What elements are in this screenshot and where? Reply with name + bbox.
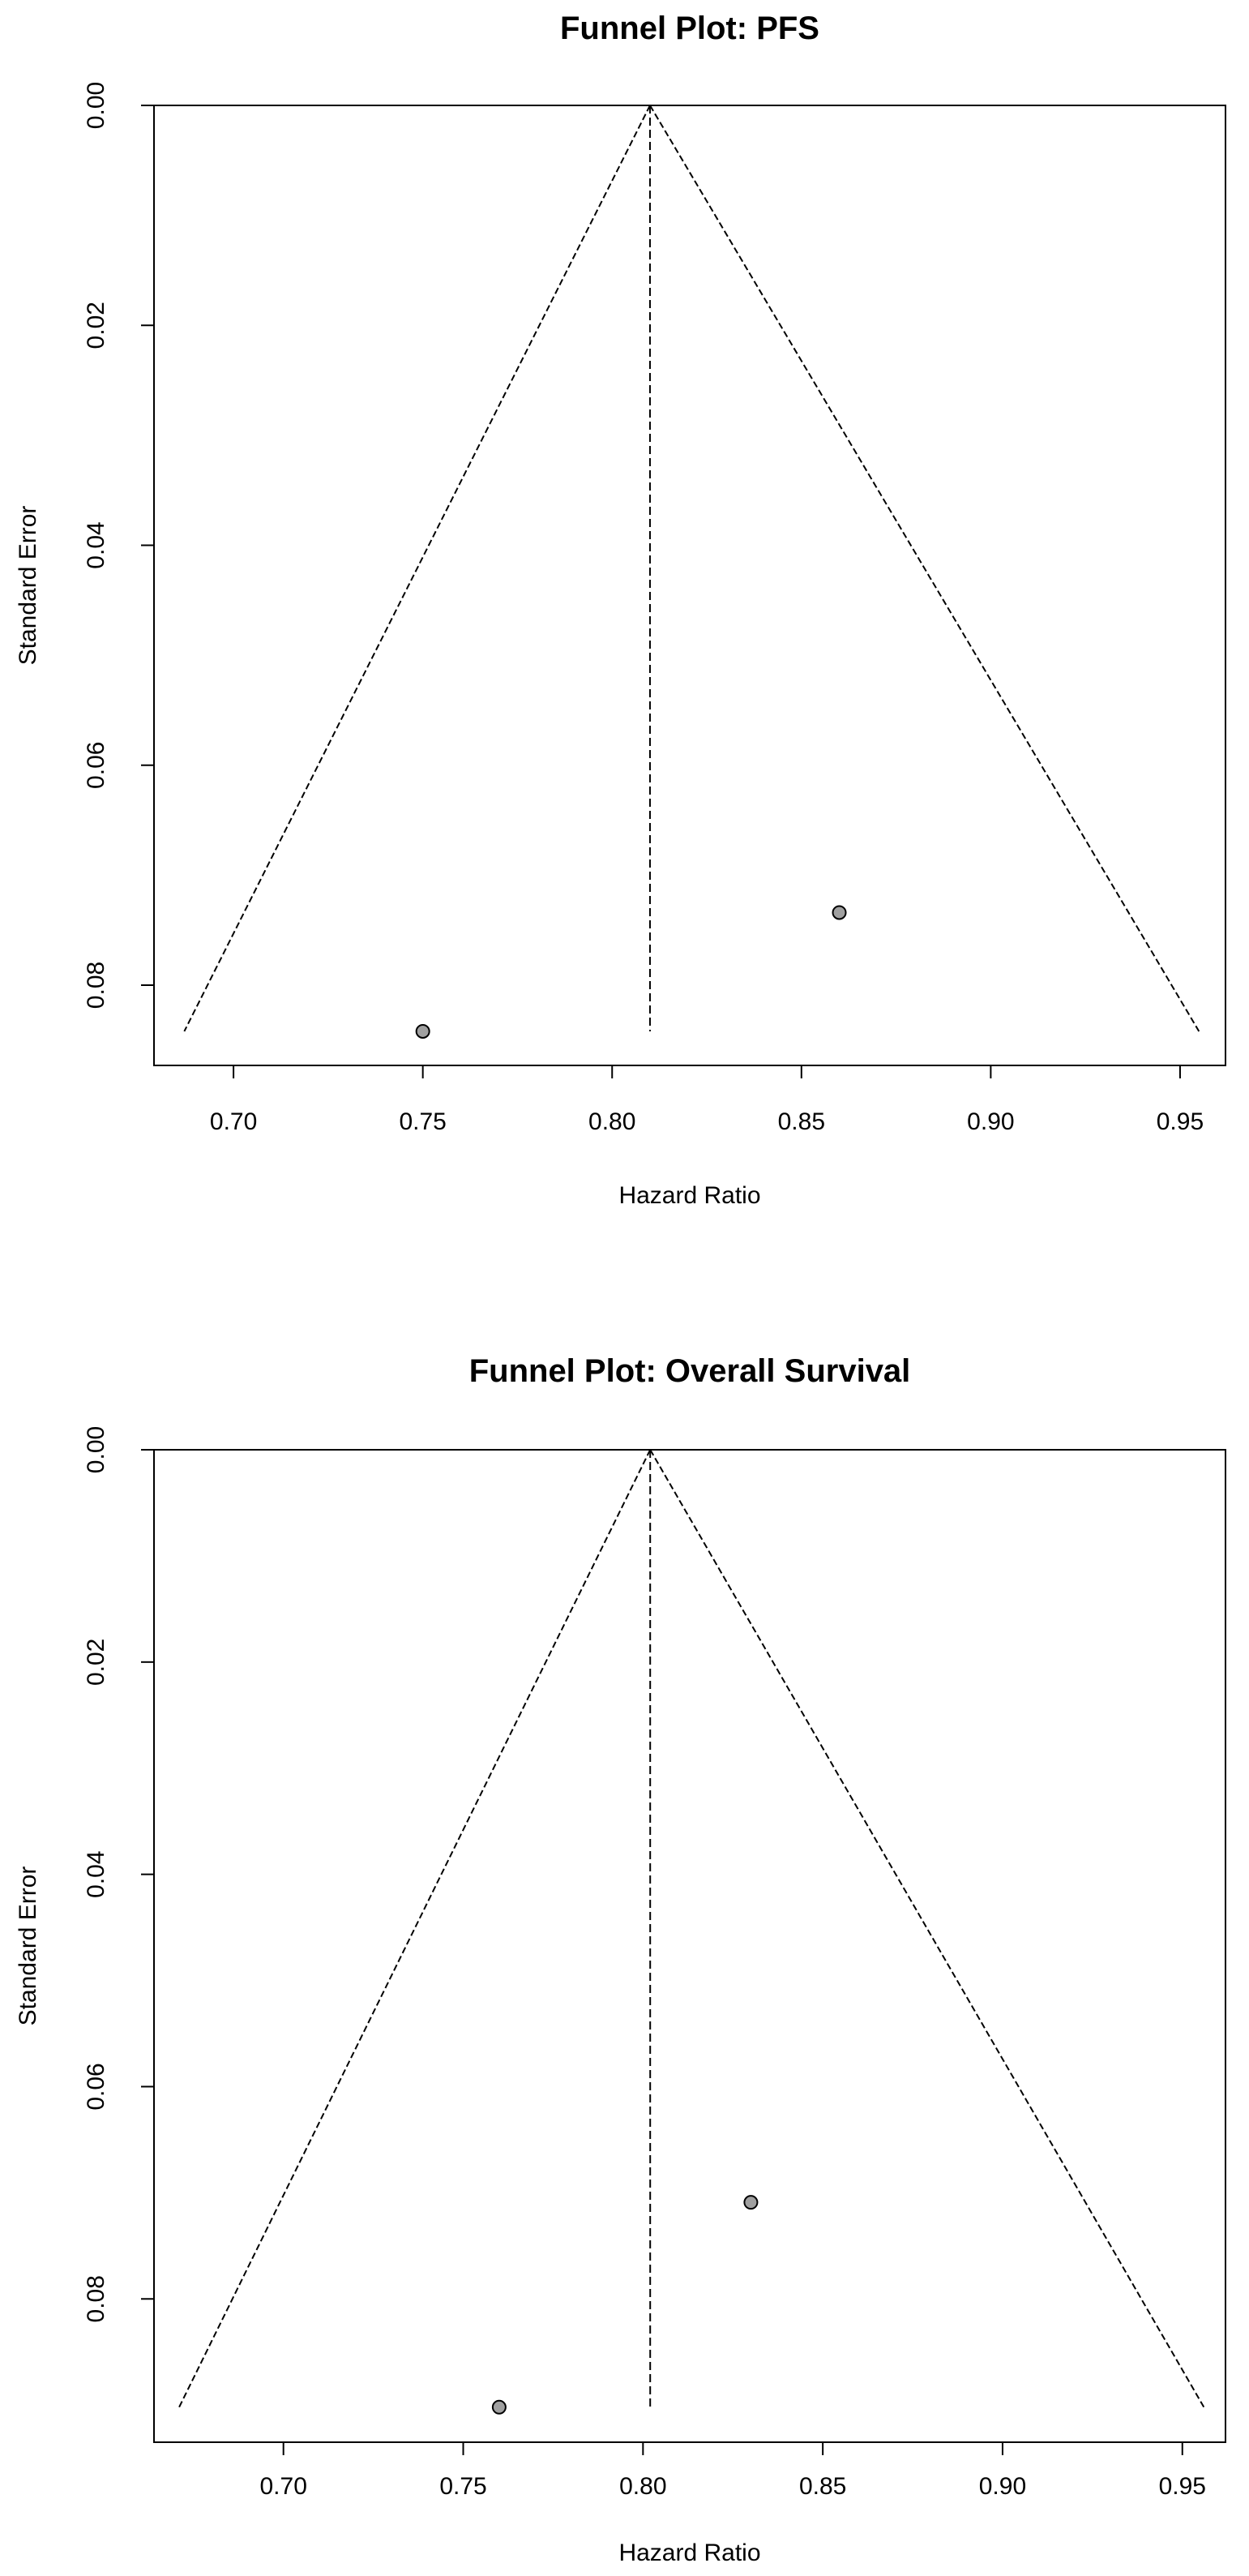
- y-axis: 0.00 0.02 0.04 0.06 0.08: [83, 82, 154, 1009]
- x-axis-label: Hazard Ratio: [618, 2540, 760, 2566]
- x-tick-label: 0.95: [1157, 1108, 1204, 1135]
- y-axis: 0.00 0.02 0.04 0.06 0.08: [83, 1426, 154, 2322]
- y-tick-label: 0.08: [83, 2275, 109, 2322]
- y-tick-label: 0.06: [83, 2063, 109, 2110]
- funnel-plot-2: Funnel Plot: Overall Survival 0.70 0.75 0.8…: [15, 1353, 1226, 2566]
- study-point: [491, 2399, 507, 2415]
- y-tick-label: 0.04: [83, 521, 109, 568]
- x-tick-label: 0.85: [799, 2473, 846, 2500]
- funnel-left-limit: [183, 105, 651, 1032]
- x-axis: 0.70 0.75 0.80 0.85 0.90 0.95: [210, 1065, 1204, 1135]
- x-tick-label: 0.80: [619, 2473, 666, 2500]
- x-tick-label: 0.95: [1159, 2473, 1206, 2500]
- y-tick-label: 0.00: [83, 1426, 109, 1473]
- study-points: [491, 2195, 759, 2415]
- study-point: [743, 2195, 759, 2210]
- x-tick-label: 0.85: [778, 1108, 825, 1135]
- study-points: [415, 905, 847, 1039]
- funnel-left-limit: [178, 1449, 652, 2408]
- x-tick-label: 0.70: [260, 2473, 307, 2500]
- funnel-right-limit: [649, 105, 1200, 1032]
- plot-frame: [153, 1449, 1226, 2443]
- chart-title: Funnel Plot: Overall Survival: [469, 1353, 911, 1389]
- y-tick-label: 0.02: [83, 302, 109, 349]
- y-tick-label: 0.02: [83, 1639, 109, 1686]
- x-axis: 0.70 0.75 0.80 0.85 0.90 0.95: [260, 2442, 1206, 2500]
- y-tick-label: 0.08: [83, 962, 109, 1009]
- x-axis-label: Hazard Ratio: [618, 1182, 760, 1209]
- y-axis-label: Standard Error: [15, 1867, 41, 2026]
- x-tick-label: 0.75: [439, 2473, 486, 2500]
- x-tick-label: 0.90: [967, 1108, 1014, 1135]
- y-tick-label: 0.00: [83, 82, 109, 129]
- x-tick-label: 0.75: [399, 1108, 446, 1135]
- funnel-plot-1: Funnel Plot: PFS 0.70 0.75 0.80 0.85 0.90 0.95…: [15, 11, 1226, 1209]
- study-point: [832, 905, 847, 920]
- y-axis-label: Standard Error: [15, 506, 41, 666]
- chart-title: Funnel Plot: PFS: [560, 11, 819, 46]
- plot-frame: [153, 105, 1226, 1066]
- x-tick-label: 0.90: [979, 2473, 1026, 2500]
- x-tick-label: 0.80: [588, 1108, 635, 1135]
- y-tick-label: 0.06: [83, 742, 109, 789]
- study-point: [415, 1023, 430, 1039]
- y-tick-label: 0.04: [83, 1850, 109, 1897]
- x-tick-label: 0.70: [210, 1108, 257, 1135]
